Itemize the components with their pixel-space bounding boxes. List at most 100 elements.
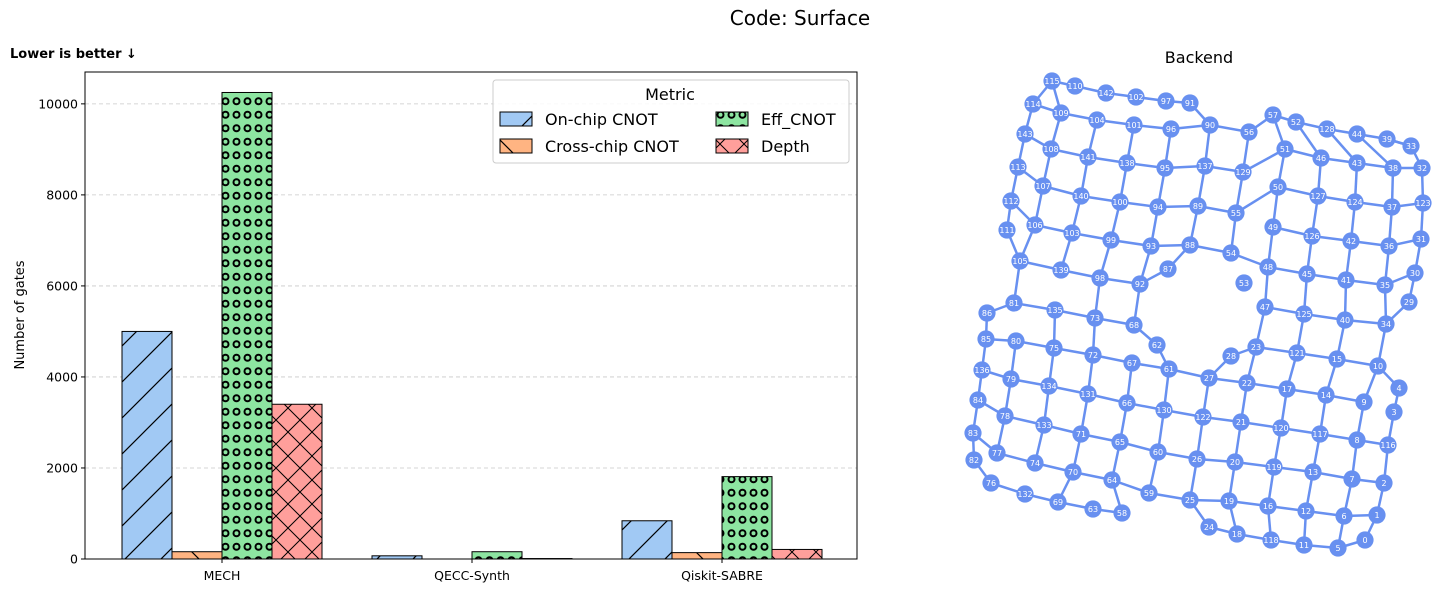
- svg-text:90: 90: [1205, 121, 1215, 130]
- graph-node-54: 54: [1222, 244, 1240, 262]
- svg-text:126: 126: [1304, 232, 1319, 241]
- graph-node-88: 88: [1181, 236, 1199, 254]
- svg-text:109: 109: [1053, 109, 1068, 118]
- svg-text:3: 3: [1391, 408, 1396, 417]
- graph-node-2: 2: [1375, 474, 1393, 492]
- svg-text:54: 54: [1226, 249, 1236, 258]
- svg-text:23: 23: [1251, 343, 1261, 352]
- y-axis-label: Number of gates: [13, 260, 28, 369]
- graph-node-122: 122: [1194, 408, 1212, 426]
- graph-node-68: 68: [1125, 316, 1143, 334]
- graph-node-114: 114: [1024, 95, 1042, 113]
- graph-node-13: 13: [1304, 463, 1322, 481]
- graph-node-70: 70: [1064, 463, 1082, 481]
- y-tick-label: 8000: [46, 187, 78, 202]
- svg-text:112: 112: [1003, 197, 1018, 206]
- svg-text:18: 18: [1232, 530, 1242, 539]
- graph-node-116: 116: [1379, 436, 1397, 454]
- svg-text:89: 89: [1193, 202, 1203, 211]
- svg-text:100: 100: [1112, 198, 1127, 207]
- svg-text:61: 61: [1164, 365, 1174, 374]
- graph-node-22: 22: [1238, 374, 1256, 392]
- graph-node-67: 67: [1123, 354, 1141, 372]
- graph-node-119: 119: [1265, 458, 1283, 476]
- graph-node-17: 17: [1278, 380, 1296, 398]
- graph-node-137: 137: [1196, 157, 1214, 175]
- svg-text:53: 53: [1239, 279, 1249, 288]
- graph-node-12: 12: [1297, 502, 1315, 520]
- graph-node-59: 59: [1140, 484, 1158, 502]
- svg-text:72: 72: [1088, 351, 1098, 360]
- graph-node-39: 39: [1378, 130, 1396, 148]
- svg-text:55: 55: [1231, 209, 1241, 218]
- svg-text:106: 106: [1027, 221, 1042, 230]
- graph-node-87: 87: [1159, 260, 1177, 278]
- svg-text:94: 94: [1153, 203, 1163, 212]
- svg-text:86: 86: [982, 309, 992, 318]
- graph-node-25: 25: [1181, 491, 1199, 509]
- graph-node-134: 134: [1040, 377, 1058, 395]
- graph-node-35: 35: [1376, 276, 1394, 294]
- svg-text:91: 91: [1185, 99, 1195, 108]
- svg-text:1: 1: [1374, 511, 1379, 520]
- svg-text:16: 16: [1263, 502, 1273, 511]
- graph-node-45: 45: [1298, 265, 1316, 283]
- graph-node-16: 16: [1259, 497, 1277, 515]
- graph-node-66: 66: [1118, 394, 1136, 412]
- graph-node-19: 19: [1220, 492, 1238, 510]
- svg-text:120: 120: [1273, 424, 1288, 433]
- graph-node-135: 135: [1046, 301, 1064, 319]
- graph-node-108: 108: [1042, 140, 1060, 158]
- graph-node-136: 136: [973, 361, 991, 379]
- graph-node-102: 102: [1127, 88, 1145, 106]
- x-axis-ticks: MECH QECC-Synth Qiskit-SABRE: [204, 559, 763, 583]
- svg-text:85: 85: [981, 335, 991, 344]
- graph-node-38: 38: [1384, 159, 1402, 177]
- legend-item-eff-cnot: Eff_CNOT: [715, 110, 836, 130]
- svg-text:142: 142: [1098, 89, 1113, 98]
- svg-text:32: 32: [1417, 164, 1427, 173]
- svg-text:83: 83: [968, 429, 978, 438]
- graph-node-84: 84: [969, 391, 987, 409]
- legend: Metric On-chip CNOT Cross-chip CNOT Eff_CNO…: [492, 79, 850, 164]
- x-tick-label-mech: MECH: [204, 568, 241, 583]
- y-axis-ticks: 0 2000 4000 6000 8000 10000: [38, 96, 85, 567]
- svg-text:116: 116: [1380, 441, 1395, 450]
- graph-node-58: 58: [1113, 504, 1131, 522]
- svg-text:68: 68: [1129, 321, 1139, 330]
- graph-node-118: 118: [1262, 531, 1280, 549]
- graph-node-65: 65: [1111, 433, 1129, 451]
- svg-text:134: 134: [1041, 382, 1056, 391]
- svg-text:10: 10: [1373, 362, 1383, 371]
- graph-node-9: 9: [1355, 393, 1373, 411]
- graph-node-92: 92: [1131, 275, 1149, 293]
- legend-label: On-chip CNOT: [545, 110, 658, 129]
- svg-text:138: 138: [1119, 159, 1134, 168]
- svg-text:48: 48: [1263, 263, 1273, 272]
- legend-item-depth: Depth: [715, 137, 810, 156]
- graph-node-85: 85: [977, 330, 995, 348]
- graph-node-94: 94: [1149, 198, 1167, 216]
- bar-eff-cnot-qiskit-sabre: [721, 476, 773, 560]
- bar-cross-chip-cnot-mech: [171, 551, 223, 560]
- svg-text:141: 141: [1080, 153, 1095, 162]
- svg-text:47: 47: [1260, 303, 1270, 312]
- graph-node-89: 89: [1189, 197, 1207, 215]
- graph-node-81: 81: [1005, 294, 1023, 312]
- svg-text:110: 110: [1067, 82, 1082, 91]
- svg-text:67: 67: [1127, 359, 1137, 368]
- graph-node-29: 29: [1400, 293, 1418, 311]
- graph-node-44: 44: [1348, 125, 1366, 143]
- graph-node-72: 72: [1084, 346, 1102, 364]
- legend-swatch: [499, 138, 533, 154]
- svg-text:59: 59: [1144, 489, 1154, 498]
- x-tick-label-qecc-synth: QECC-Synth: [434, 568, 510, 583]
- legend-title: Metric: [645, 85, 695, 104]
- svg-text:4: 4: [1396, 384, 1401, 393]
- y-tick-label: 10000: [38, 96, 78, 111]
- graph-node-69: 69: [1049, 493, 1067, 511]
- svg-text:125: 125: [1296, 310, 1311, 319]
- svg-text:92: 92: [1135, 280, 1145, 289]
- graph-node-79: 79: [1002, 370, 1020, 388]
- legend-label: Cross-chip CNOT: [545, 137, 679, 156]
